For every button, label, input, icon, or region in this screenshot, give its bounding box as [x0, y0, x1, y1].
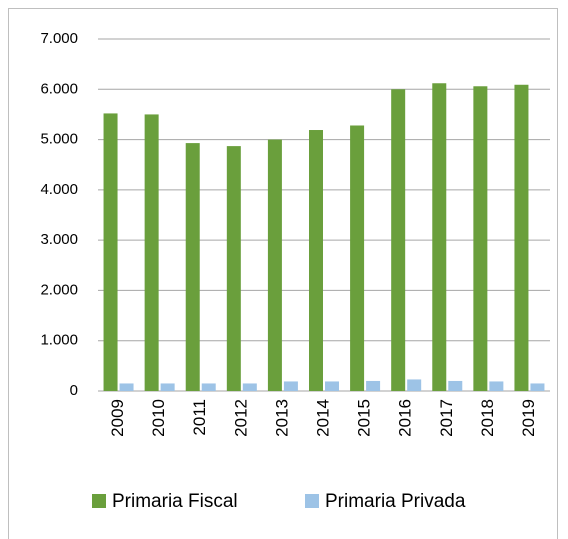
bar	[160, 383, 175, 391]
bar	[391, 89, 406, 392]
bar	[448, 380, 463, 391]
bar	[119, 383, 134, 391]
y-tick-label: 6.000	[40, 80, 78, 97]
bar	[325, 381, 339, 391]
x-tick-label: 2011	[190, 399, 209, 436]
bar	[201, 383, 216, 391]
y-tick-label: 7.000	[40, 30, 78, 47]
x-tick-label: 2010	[149, 399, 168, 437]
y-tick-label: 1.000	[40, 332, 78, 349]
bar	[309, 130, 323, 391]
bar	[242, 383, 257, 391]
bar	[185, 143, 200, 391]
bar	[103, 113, 118, 392]
y-tick-label: 2.000	[40, 281, 78, 298]
x-tick-label: 2015	[355, 399, 374, 437]
x-tick-label: 2018	[478, 399, 497, 437]
legend-label: Primaria Fiscal	[112, 491, 238, 512]
legend-label: Primaria Privada	[325, 491, 466, 512]
bar	[514, 84, 529, 391]
bar	[283, 381, 298, 391]
x-tick-label: 2009	[108, 399, 127, 437]
bar	[350, 125, 365, 392]
bar	[267, 139, 282, 391]
y-tick-label: 0	[70, 382, 78, 399]
bar	[407, 379, 422, 391]
bar	[530, 383, 545, 391]
bar	[432, 83, 447, 391]
y-tick-label: 5.000	[40, 131, 78, 148]
legend-swatch	[305, 494, 319, 508]
x-tick-label: 2017	[437, 399, 456, 437]
legend-swatch	[92, 494, 106, 508]
y-tick-label: 4.000	[40, 181, 78, 198]
bar	[226, 146, 241, 391]
x-tick-label: 2014	[313, 399, 332, 437]
bar	[473, 86, 488, 392]
y-tick-label: 3.000	[40, 231, 78, 248]
x-tick-label: 2019	[519, 399, 538, 437]
x-tick-label: 2012	[231, 399, 250, 437]
x-tick-label: 2016	[396, 399, 415, 437]
bar	[489, 381, 504, 391]
bar	[366, 380, 381, 391]
chart-frame	[8, 8, 558, 539]
x-tick-label: 2013	[272, 399, 291, 437]
bar	[144, 114, 159, 391]
